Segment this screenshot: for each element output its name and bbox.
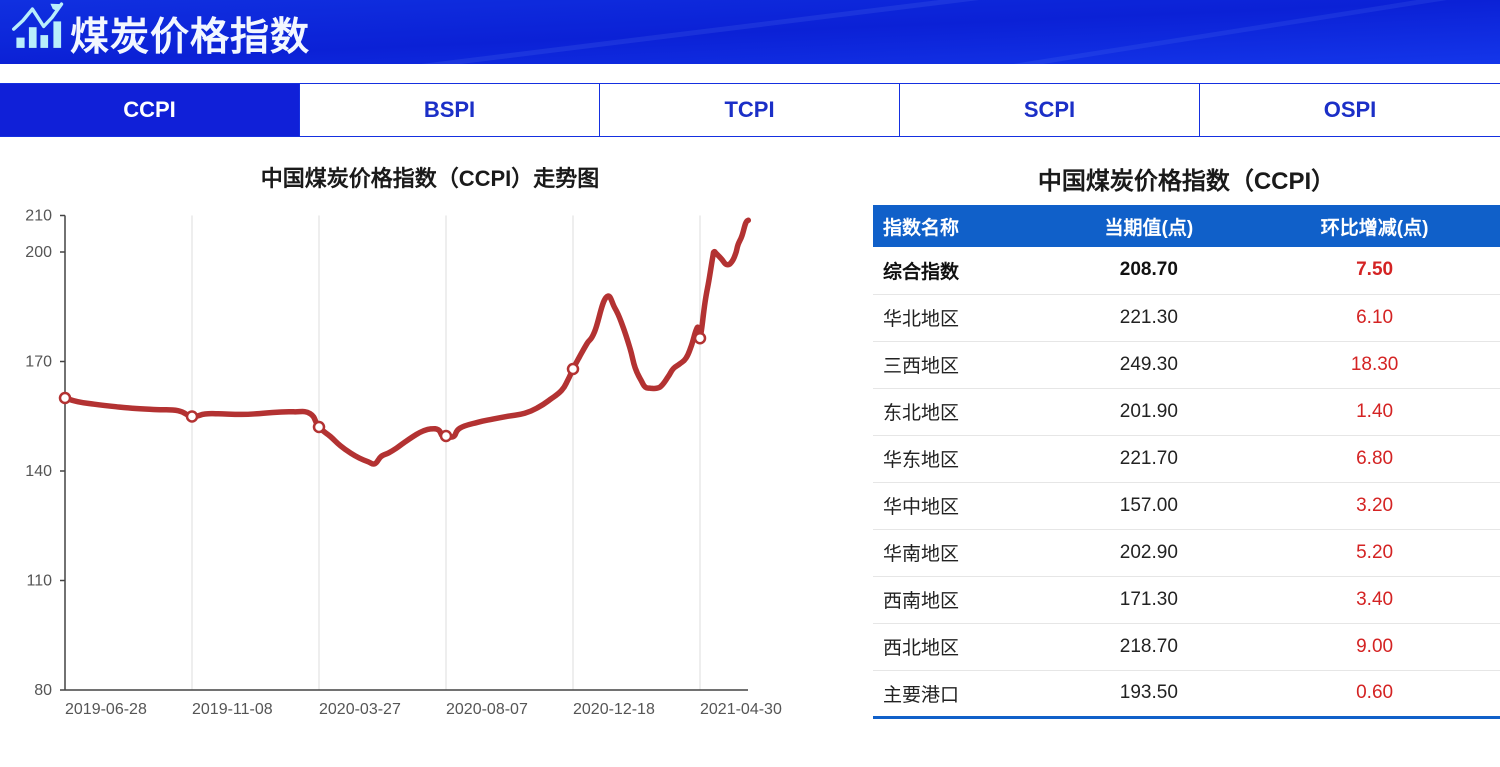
svg-text:200: 200 — [25, 244, 52, 261]
svg-text:2020-12-18: 2020-12-18 — [573, 701, 655, 718]
svg-text:2020-03-27: 2020-03-27 — [319, 701, 401, 718]
svg-text:170: 170 — [25, 354, 52, 371]
svg-text:80: 80 — [34, 682, 52, 699]
svg-text:2019-11-08: 2019-11-08 — [192, 701, 273, 718]
svg-text:2021-04-30: 2021-04-30 — [700, 701, 782, 718]
svg-text:210: 210 — [25, 208, 52, 225]
svg-text:140: 140 — [25, 463, 52, 480]
svg-text:110: 110 — [26, 573, 52, 590]
svg-text:2020-08-07: 2020-08-07 — [446, 701, 528, 718]
svg-text:2019-06-28: 2019-06-28 — [65, 701, 147, 718]
